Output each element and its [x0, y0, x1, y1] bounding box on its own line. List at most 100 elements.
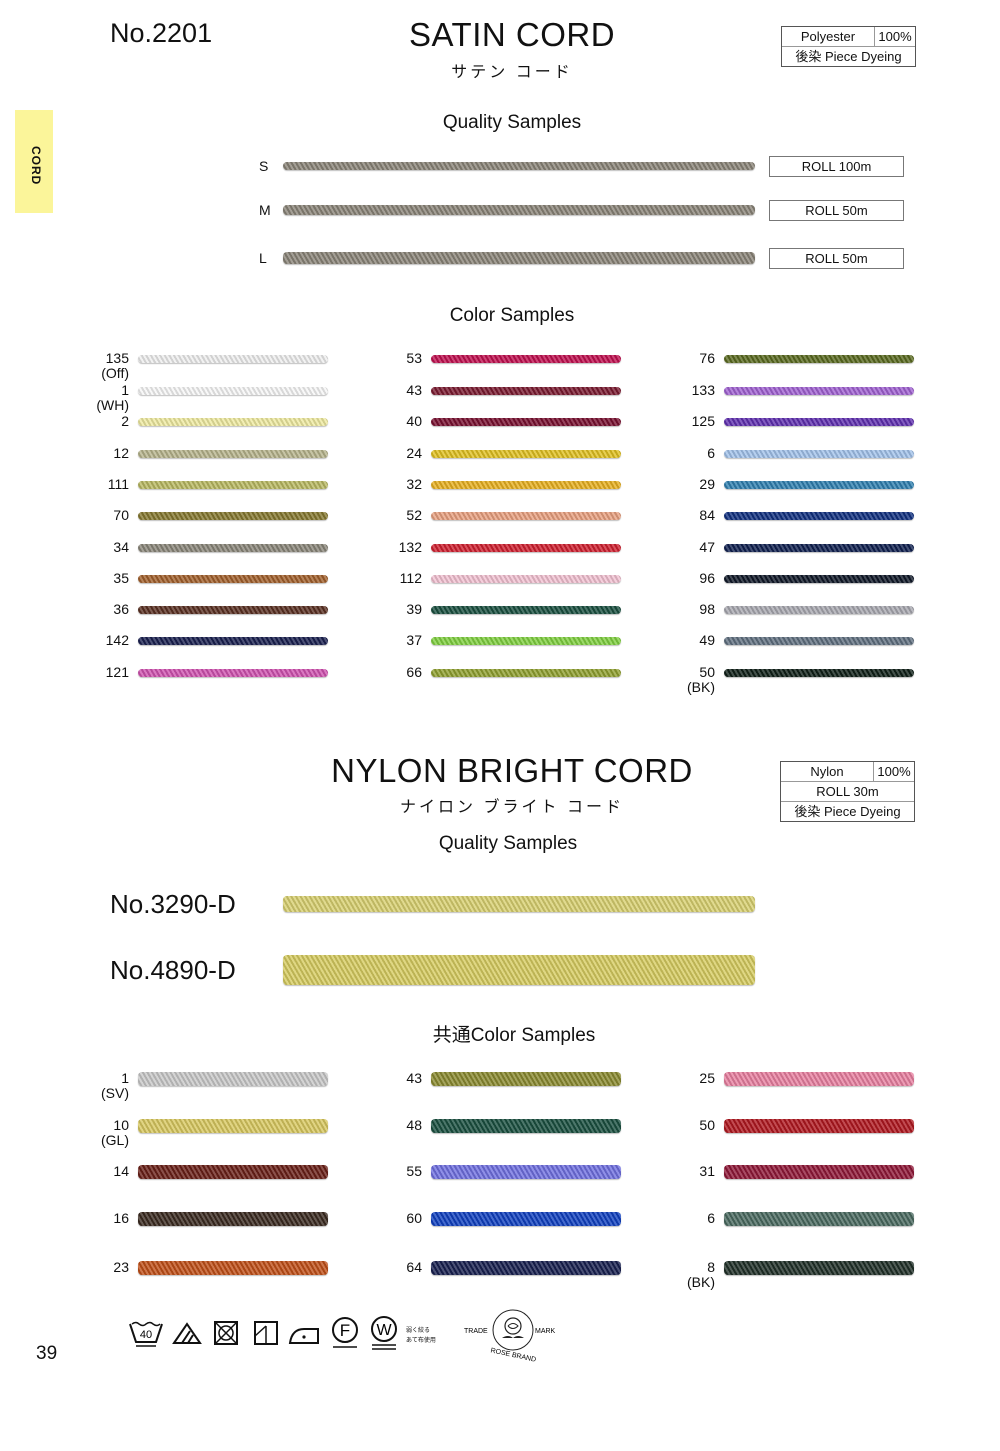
- color-cord-sample: [431, 387, 621, 395]
- color-code-label: 121: [69, 665, 129, 680]
- color-code-label: 49: [655, 633, 715, 648]
- nylon-color-heading: 共通Color Samples: [432, 1025, 596, 1046]
- color-code: 96: [699, 570, 715, 586]
- color-cord-sample: [724, 669, 914, 677]
- dryclean-f-icon: F: [330, 1316, 360, 1350]
- color-cord-sample: [724, 637, 914, 645]
- color-code: 112: [399, 570, 422, 586]
- color-note: (BK): [687, 679, 715, 695]
- quality-size-label: M: [259, 202, 271, 218]
- color-cord-sample: [431, 418, 621, 426]
- color-code: 53: [406, 350, 422, 366]
- color-cord-sample: [431, 637, 621, 645]
- color-code-label: 47: [655, 540, 715, 555]
- color-code-label: 76: [655, 351, 715, 366]
- color-code: 76: [699, 350, 715, 366]
- color-cord-sample: [138, 418, 328, 426]
- roll-length-box: ROLL 100m: [769, 156, 904, 177]
- color-cord-sample: [138, 512, 328, 520]
- color-code: 37: [406, 632, 422, 648]
- color-code: 64: [406, 1259, 422, 1275]
- color-code: 32: [406, 476, 422, 492]
- color-code: 1: [121, 382, 129, 398]
- satin-title: SATIN CORD: [408, 16, 616, 53]
- quality-cord-sample: [283, 162, 755, 170]
- color-cord-sample: [138, 637, 328, 645]
- color-code-label: 31: [655, 1164, 715, 1179]
- nylon-quality-heading: Quality Samples: [438, 833, 578, 854]
- satin-spec-box: Polyester 100% 後染 Piece Dyeing: [781, 26, 916, 67]
- color-code-label: 55: [362, 1164, 422, 1179]
- color-code-label: 6: [655, 1211, 715, 1226]
- color-code-label: 32: [362, 477, 422, 492]
- color-cord-sample: [724, 575, 914, 583]
- bleach-triangle-icon: [172, 1316, 202, 1350]
- color-cord-sample: [724, 387, 914, 395]
- color-cord-sample: [431, 575, 621, 583]
- color-note: (Off): [101, 365, 129, 381]
- quality-cord-sample: [283, 955, 755, 985]
- color-code: 29: [699, 476, 715, 492]
- color-code-label: 112: [362, 571, 422, 586]
- nylon-spec-box: Nylon 100% ROLL 30m 後染 Piece Dyeing: [780, 761, 915, 822]
- color-cord-sample: [724, 1165, 914, 1179]
- color-cord-sample: [431, 1119, 621, 1133]
- color-cord-sample: [138, 481, 328, 489]
- color-code: 98: [699, 601, 715, 617]
- satin-quality-heading: Quality Samples: [442, 112, 582, 133]
- quality-product-number: No.4890-D: [110, 955, 236, 985]
- color-code: 2: [121, 413, 129, 429]
- color-cord-sample: [138, 669, 328, 677]
- satin-subtitle: サテン コード: [451, 64, 573, 81]
- color-note: (WH): [96, 397, 129, 413]
- color-cord-sample: [431, 1261, 621, 1275]
- wet-clean-w-icon: W: [369, 1316, 399, 1350]
- color-code-label: 48: [362, 1118, 422, 1133]
- color-code-label: 64: [362, 1260, 422, 1275]
- color-code: 24: [406, 445, 422, 461]
- wash-40-icon: 40: [128, 1316, 164, 1350]
- color-cord-sample: [431, 1165, 621, 1179]
- color-code: 55: [406, 1163, 422, 1179]
- color-code-label: 142: [69, 633, 129, 648]
- color-code: 111: [107, 476, 129, 492]
- color-code-label: 70: [69, 508, 129, 523]
- rose-brand-logo: TRADE MARK ROSE BRAND: [462, 1306, 562, 1364]
- no-tumble-dry-icon: [212, 1316, 240, 1350]
- side-tab: CORD: [15, 110, 53, 213]
- color-cord-sample: [138, 387, 328, 395]
- color-code: 70: [113, 507, 129, 523]
- color-code-label: 1 (SV): [69, 1071, 129, 1101]
- color-code-label: 52: [362, 508, 422, 523]
- color-code: 36: [113, 601, 129, 617]
- color-code-label: 37: [362, 633, 422, 648]
- color-cord-sample: [431, 544, 621, 552]
- product-number: No.2201: [110, 18, 213, 48]
- color-code-label: 23: [69, 1260, 129, 1275]
- color-code-label: 43: [362, 1071, 422, 1086]
- color-code-label: 96: [655, 571, 715, 586]
- color-code: 39: [406, 601, 422, 617]
- color-code: 50: [699, 1117, 715, 1133]
- color-cord-sample: [431, 512, 621, 520]
- color-code-label: 50 (BK): [655, 665, 715, 695]
- color-code: 6: [707, 1210, 715, 1226]
- color-code: 60: [406, 1210, 422, 1226]
- color-cord-sample: [138, 1072, 328, 1086]
- color-cord-sample: [724, 544, 914, 552]
- color-code: 12: [113, 445, 129, 461]
- color-code-label: 12: [69, 446, 129, 461]
- color-code: 48: [406, 1117, 422, 1133]
- color-cord-sample: [724, 355, 914, 363]
- color-cord-sample: [724, 1212, 914, 1226]
- color-code: 23: [113, 1259, 129, 1275]
- color-cord-sample: [431, 1072, 621, 1086]
- color-code-label: 40: [362, 414, 422, 429]
- color-code-label: 60: [362, 1211, 422, 1226]
- color-cord-sample: [431, 669, 621, 677]
- roll-length-box: ROLL 50m: [769, 200, 904, 221]
- color-code: 10: [113, 1117, 129, 1133]
- color-code: 135: [105, 350, 129, 366]
- color-code-label: 34: [69, 540, 129, 555]
